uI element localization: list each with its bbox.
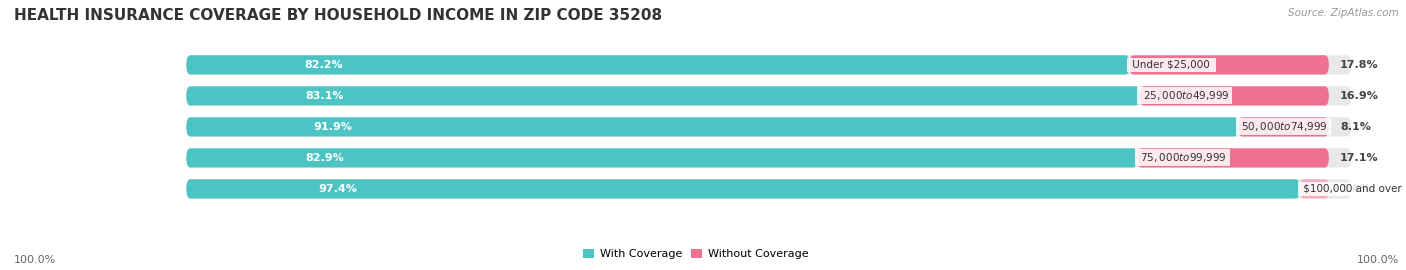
Text: 83.1%: 83.1% (305, 91, 344, 101)
Text: 2.6%: 2.6% (1340, 184, 1371, 194)
FancyBboxPatch shape (186, 117, 1351, 137)
Text: 17.8%: 17.8% (1340, 60, 1379, 70)
Text: $50,000 to $74,999: $50,000 to $74,999 (1239, 120, 1329, 133)
Text: $75,000 to $99,999: $75,000 to $99,999 (1137, 151, 1227, 164)
Text: 17.1%: 17.1% (1340, 153, 1379, 163)
FancyBboxPatch shape (186, 86, 1140, 106)
FancyBboxPatch shape (186, 148, 1351, 167)
Text: 16.9%: 16.9% (1340, 91, 1379, 101)
Text: 82.9%: 82.9% (305, 153, 344, 163)
FancyBboxPatch shape (186, 117, 1239, 137)
FancyBboxPatch shape (1140, 86, 1329, 106)
Text: 82.2%: 82.2% (305, 60, 343, 70)
FancyBboxPatch shape (1129, 55, 1329, 75)
Text: 97.4%: 97.4% (318, 184, 357, 194)
FancyBboxPatch shape (1137, 148, 1329, 167)
FancyBboxPatch shape (186, 179, 1299, 198)
Text: 100.0%: 100.0% (14, 255, 56, 265)
Text: $25,000 to $49,999: $25,000 to $49,999 (1140, 89, 1230, 102)
FancyBboxPatch shape (1299, 179, 1329, 198)
FancyBboxPatch shape (186, 55, 1351, 75)
FancyBboxPatch shape (186, 179, 1351, 198)
Text: Under $25,000: Under $25,000 (1129, 60, 1213, 70)
FancyBboxPatch shape (186, 86, 1351, 106)
Text: 8.1%: 8.1% (1340, 122, 1371, 132)
FancyBboxPatch shape (1239, 117, 1329, 137)
FancyBboxPatch shape (186, 55, 1129, 75)
Legend: With Coverage, Without Coverage: With Coverage, Without Coverage (579, 244, 813, 264)
Text: HEALTH INSURANCE COVERAGE BY HOUSEHOLD INCOME IN ZIP CODE 35208: HEALTH INSURANCE COVERAGE BY HOUSEHOLD I… (14, 8, 662, 23)
Text: 100.0%: 100.0% (1357, 255, 1399, 265)
FancyBboxPatch shape (186, 148, 1137, 167)
Text: $100,000 and over: $100,000 and over (1299, 184, 1405, 194)
Text: Source: ZipAtlas.com: Source: ZipAtlas.com (1288, 8, 1399, 18)
Text: 91.9%: 91.9% (314, 122, 353, 132)
